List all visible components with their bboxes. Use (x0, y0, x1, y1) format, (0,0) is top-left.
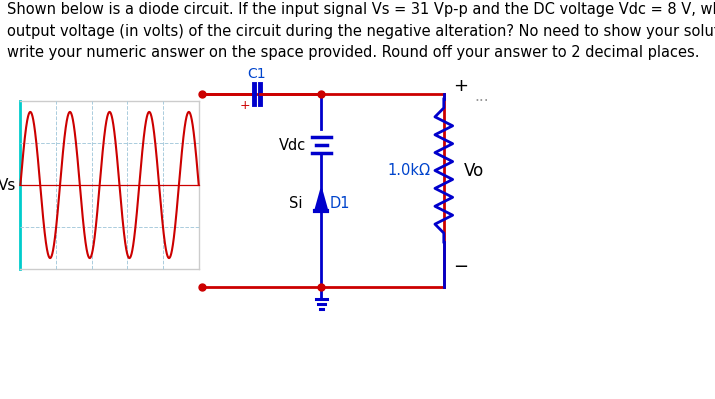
Text: Si: Si (289, 196, 302, 211)
Text: Shown below is a diode circuit. If the input signal Vs = 31 Vp-p and the DC volt: Shown below is a diode circuit. If the i… (6, 2, 715, 60)
Text: +: + (453, 77, 468, 95)
Text: −: − (453, 258, 468, 276)
Text: Vo: Vo (464, 162, 485, 180)
Text: D1: D1 (330, 196, 350, 211)
Polygon shape (315, 189, 327, 211)
Text: 1.0kΩ: 1.0kΩ (388, 163, 430, 178)
Text: ...: ... (475, 89, 489, 104)
Text: +: + (240, 99, 250, 112)
Text: C1: C1 (247, 67, 266, 81)
Text: Vs: Vs (0, 178, 16, 192)
Text: Vdc: Vdc (279, 138, 306, 152)
